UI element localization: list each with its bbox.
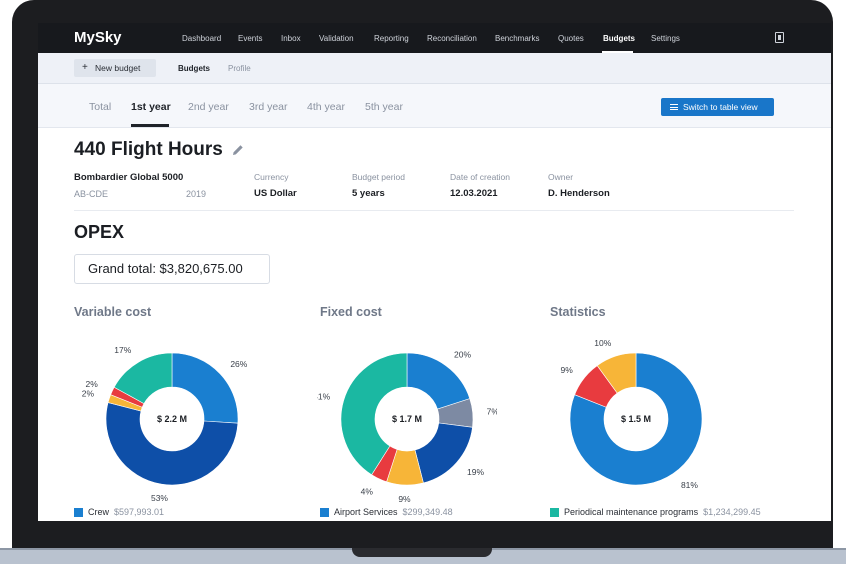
donut-center-value: $ 2.2 M bbox=[157, 414, 187, 424]
slice-label: 7% bbox=[487, 406, 497, 416]
table-icon bbox=[670, 104, 678, 110]
tab-total[interactable]: Total bbox=[89, 101, 112, 113]
page-title: 440 Flight Hours bbox=[74, 139, 223, 160]
nav-active-indicator bbox=[602, 51, 633, 53]
chart-title-statistics: Statistics bbox=[550, 305, 606, 319]
app-logo[interactable]: MySky bbox=[74, 29, 122, 46]
laptop-notch bbox=[352, 548, 492, 557]
tab-1st-year[interactable]: 1st year bbox=[131, 101, 171, 113]
legend-name: Crew bbox=[88, 507, 110, 517]
tab-5th-year[interactable]: 5th year bbox=[365, 101, 403, 113]
donut-chart-fixed: 20% 7% 19% 9% 4% 41% $ 1.7 M bbox=[317, 349, 497, 504]
chart-title-variable: Variable cost bbox=[74, 305, 152, 319]
chart-title-fixed: Fixed cost bbox=[320, 305, 382, 319]
nav-item-dashboard[interactable]: Dashboard bbox=[182, 34, 222, 43]
plus-icon: + bbox=[82, 62, 88, 73]
nav-item-inbox[interactable]: Inbox bbox=[281, 34, 301, 43]
legend-name: Periodical maintenance programs bbox=[564, 507, 699, 517]
sub-toolbar: + New budget Budgets Profile bbox=[38, 53, 831, 84]
top-navigation: MySky Dashboard Events Inbox Validation … bbox=[38, 23, 831, 53]
slice-label: 2% bbox=[82, 389, 94, 399]
legend-amount: $597,993.01 bbox=[114, 507, 165, 517]
aircraft-year: 2019 bbox=[186, 189, 207, 199]
donut-chart-variable: 26% 53% 2%2% 17% $ 2.2 M bbox=[82, 345, 248, 503]
new-budget-button[interactable]: + New budget bbox=[74, 59, 156, 77]
nav-item-quotes[interactable]: Quotes bbox=[558, 34, 584, 43]
aircraft-model: Bombardier Global 5000 bbox=[74, 172, 184, 183]
creation-date-label: Date of creation bbox=[450, 172, 511, 182]
budget-period-label: Budget period bbox=[352, 172, 405, 182]
currency-value: US Dollar bbox=[254, 188, 297, 199]
slice-label: 17% bbox=[114, 345, 131, 355]
owner-value: D. Henderson bbox=[548, 188, 610, 199]
laptop-frame: MySky Dashboard Events Inbox Validation … bbox=[12, 0, 833, 548]
donut-hole bbox=[140, 387, 204, 451]
tab-profile[interactable]: Profile bbox=[228, 64, 251, 73]
slice-label: 20% bbox=[454, 349, 471, 359]
opex-heading: OPEX bbox=[74, 222, 125, 242]
nav-item-reconciliation[interactable]: Reconciliation bbox=[427, 34, 477, 43]
legend-amount: $299,349.48 bbox=[402, 507, 453, 517]
switch-button-label: Switch to table view bbox=[683, 102, 758, 112]
legend-swatch bbox=[74, 508, 83, 517]
new-budget-label: New budget bbox=[95, 63, 141, 73]
nav-item-budgets[interactable]: Budgets bbox=[603, 34, 635, 43]
nav-item-benchmarks[interactable]: Benchmarks bbox=[495, 34, 540, 43]
donut-hole bbox=[375, 387, 439, 451]
budget-period-value: 5 years bbox=[352, 188, 385, 199]
tab-budgets[interactable]: Budgets bbox=[178, 64, 210, 73]
aircraft-registration: AB-CDE bbox=[74, 189, 109, 199]
nav-item-reporting[interactable]: Reporting bbox=[374, 34, 409, 43]
donut-center-value: $ 1.5 M bbox=[621, 414, 651, 424]
currency-label: Currency bbox=[254, 172, 289, 182]
legend-amount: $1,234,299.45 bbox=[703, 507, 761, 517]
owner-label: Owner bbox=[548, 172, 574, 182]
donut-chart-statistics: 81% 9% 10% $ 1.5 M bbox=[560, 338, 703, 490]
pencil-icon[interactable] bbox=[231, 143, 245, 157]
legend-name: Airport Services bbox=[334, 507, 398, 517]
slice-label: 9% bbox=[560, 365, 573, 375]
donut-hole bbox=[604, 387, 668, 451]
tab-2nd-year[interactable]: 2nd year bbox=[188, 101, 229, 113]
year-tabs-bar: Total 1st year 2nd year 3rd year 4th yea… bbox=[38, 84, 831, 128]
slice-label: 53% bbox=[151, 493, 168, 503]
exit-icon[interactable] bbox=[775, 32, 784, 43]
creation-date-value: 12.03.2021 bbox=[450, 188, 498, 199]
donut-center-value: $ 1.7 M bbox=[392, 414, 422, 424]
slice-label: 2% bbox=[86, 379, 99, 389]
app-screen: MySky Dashboard Events Inbox Validation … bbox=[38, 23, 831, 521]
slice-label: 10% bbox=[594, 338, 611, 348]
slice-label: 4% bbox=[361, 486, 374, 496]
legend-swatch bbox=[320, 508, 329, 517]
slice-label: 41% bbox=[317, 392, 331, 402]
nav-item-events[interactable]: Events bbox=[238, 34, 263, 43]
nav-item-settings[interactable]: Settings bbox=[651, 34, 680, 43]
switch-to-table-view-button[interactable]: Switch to table view bbox=[661, 98, 774, 116]
legend-swatch bbox=[550, 508, 559, 517]
slice-label: 9% bbox=[398, 494, 411, 504]
year-active-indicator bbox=[131, 124, 169, 127]
divider bbox=[74, 210, 794, 211]
tab-3rd-year[interactable]: 3rd year bbox=[249, 101, 288, 113]
grand-total-box: Grand total: $3,820,675.00 bbox=[74, 254, 270, 284]
slice-label: 81% bbox=[681, 480, 698, 490]
slice-label: 19% bbox=[467, 467, 484, 477]
nav-item-validation[interactable]: Validation bbox=[319, 34, 354, 43]
slice-label: 26% bbox=[230, 359, 247, 369]
tab-4th-year[interactable]: 4th year bbox=[307, 101, 345, 113]
